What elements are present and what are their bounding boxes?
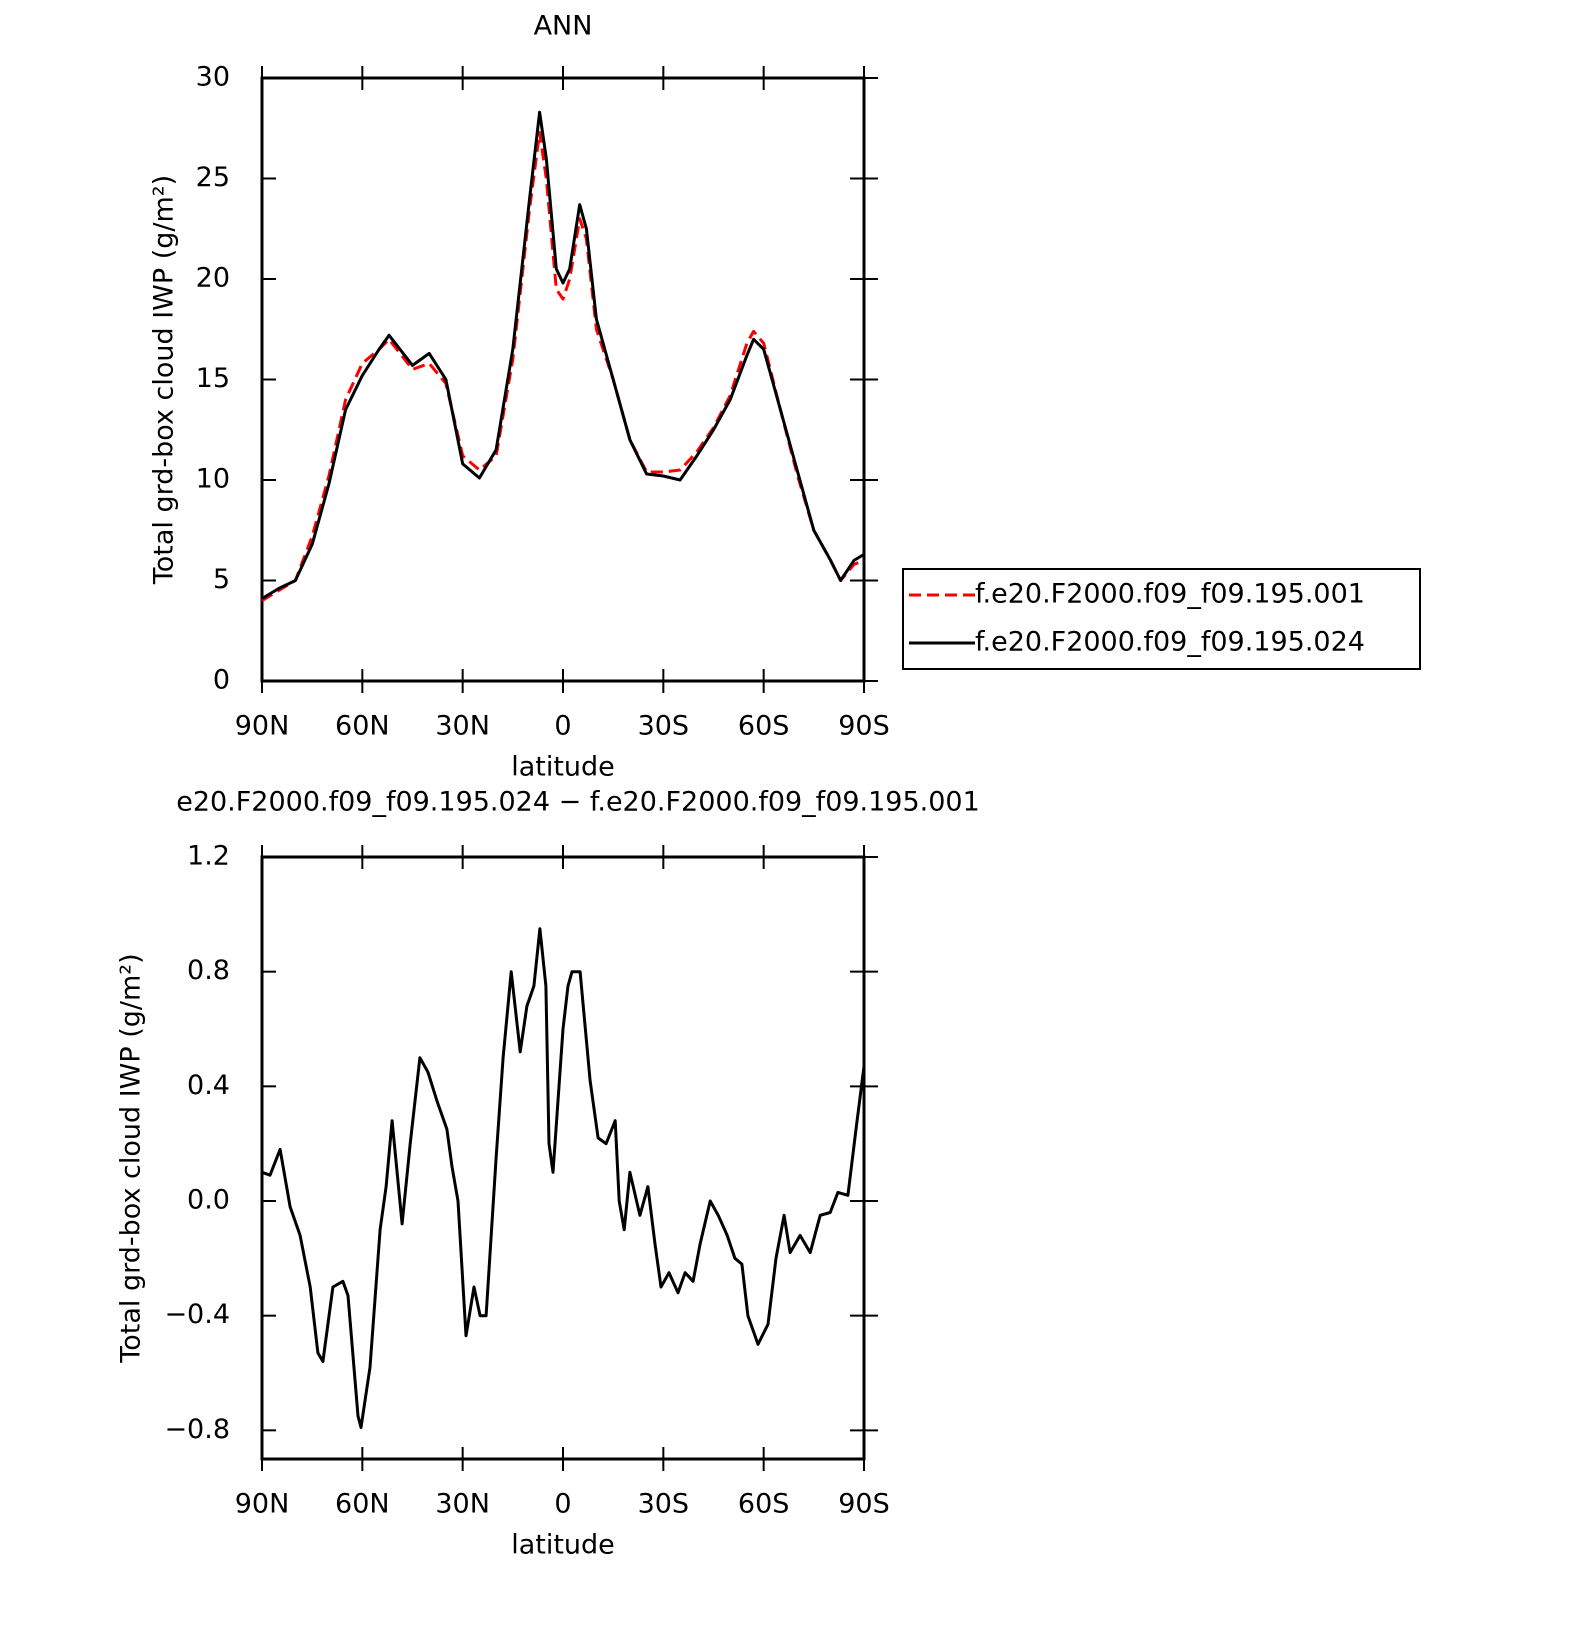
x-tick-label: 30S bbox=[638, 711, 690, 742]
y-tick-label: 10 bbox=[196, 464, 230, 495]
y-tick-label: 25 bbox=[196, 162, 230, 193]
plot-frame bbox=[260, 855, 866, 1461]
x-tick-label: 30S bbox=[638, 1489, 690, 1520]
x-tick-label: 90N bbox=[235, 1489, 290, 1520]
y-tick-label: −0.8 bbox=[164, 1414, 230, 1445]
y-axis-label: Total grd-box cloud IWP (g/m²) bbox=[116, 953, 147, 1363]
legend-box bbox=[902, 568, 1421, 670]
x-tick-label: 60S bbox=[738, 711, 790, 742]
y-tick-label: 30 bbox=[196, 62, 230, 93]
series-line bbox=[261, 130, 865, 602]
x-tick-label: 60N bbox=[335, 711, 390, 742]
series-line bbox=[261, 927, 866, 1429]
y-axis-label: Total grd-box cloud IWP (g/m²) bbox=[149, 175, 180, 585]
x-tick-label: 90S bbox=[838, 1489, 890, 1520]
x-axis-label: latitude bbox=[511, 1530, 615, 1561]
x-tick-label: 30N bbox=[435, 711, 490, 742]
y-tick-label: 0 bbox=[213, 665, 230, 696]
x-tick-label: 90N bbox=[235, 711, 290, 742]
x-tick-label: 30N bbox=[435, 1489, 490, 1520]
x-tick-label: 60N bbox=[335, 1489, 390, 1520]
y-tick-label: 15 bbox=[196, 363, 230, 394]
legend-label: f.e20.F2000.f09_f09.195.024 bbox=[975, 627, 1365, 658]
x-tick-label: 0 bbox=[554, 1489, 571, 1520]
x-tick-label: 0 bbox=[554, 711, 571, 742]
x-axis-label: latitude bbox=[511, 752, 615, 783]
chart-title: e20.F2000.f09_f09.195.024 − f.e20.F2000.… bbox=[176, 787, 980, 818]
y-tick-label: 0.8 bbox=[187, 955, 230, 986]
legend-label: f.e20.F2000.f09_f09.195.001 bbox=[975, 579, 1365, 610]
chart-title: ANN bbox=[534, 11, 593, 42]
y-tick-label: 0.4 bbox=[187, 1070, 230, 1101]
x-tick-label: 60S bbox=[738, 1489, 790, 1520]
series-line bbox=[261, 110, 865, 600]
y-tick-label: 20 bbox=[196, 263, 230, 294]
y-tick-label: 0.0 bbox=[187, 1185, 230, 1216]
y-tick-label: 5 bbox=[213, 564, 230, 595]
x-tick-label: 90S bbox=[838, 711, 890, 742]
y-tick-label: 1.2 bbox=[187, 841, 230, 872]
y-tick-label: −0.4 bbox=[164, 1299, 230, 1330]
